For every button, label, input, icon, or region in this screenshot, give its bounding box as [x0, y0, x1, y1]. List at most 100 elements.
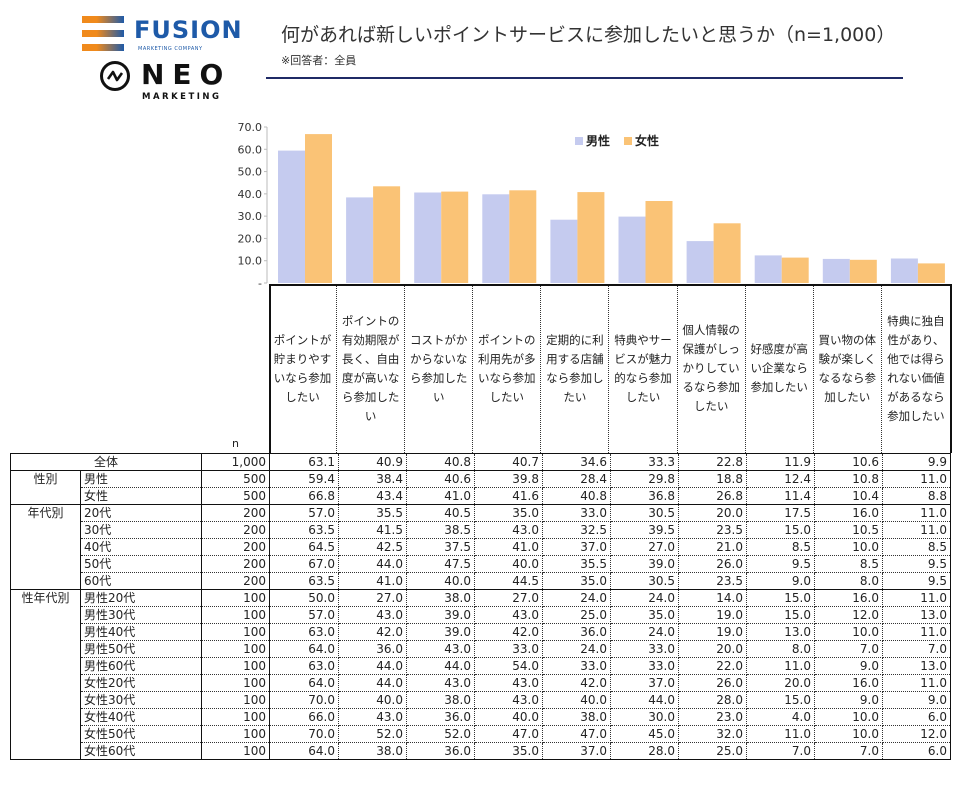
column-header: 特典に独自性があり、他では得られない価値があるなら参加したい: [887, 313, 945, 423]
row-n: 100: [201, 606, 270, 624]
cell-value: 34.6: [542, 453, 611, 471]
cell-value: 30.5: [610, 504, 679, 522]
bar-male: [618, 216, 646, 283]
column-header: 定期的に利用する店舗なら参加したい: [541, 284, 610, 453]
cell-value: 40.6: [406, 470, 475, 488]
cell-value: 8.0: [746, 640, 815, 658]
cell-value: 28.4: [542, 470, 611, 488]
cell-value: 35.5: [338, 504, 407, 522]
row-n: 200: [201, 521, 270, 539]
bar-female: [849, 259, 877, 283]
row-n: 200: [201, 504, 270, 522]
row-label: 男性30代: [80, 606, 202, 624]
legend-label-male: 男性: [586, 133, 610, 148]
page-subtitle: ※回答者：全員: [281, 54, 357, 67]
cell-value: 16.0: [814, 504, 883, 522]
cell-value: 17.5: [746, 504, 815, 522]
bar-male: [346, 197, 374, 283]
cell-value: 24.0: [542, 589, 611, 607]
cell-value: 52.0: [406, 725, 475, 743]
cell-value: 41.5: [338, 521, 407, 539]
cell-value: 11.0: [882, 470, 951, 488]
cell-value: 36.8: [610, 487, 679, 505]
cell-value: 44.0: [610, 691, 679, 709]
cell-value: 15.0: [746, 606, 815, 624]
neo-wave-icon: [100, 61, 130, 91]
neo-logo: NEO MARKETING: [100, 58, 240, 104]
fusion-logo: FUSION MARKETING COMPANY: [82, 14, 242, 54]
bars: [278, 134, 945, 283]
row-n: 100: [201, 674, 270, 692]
cell-value: 63.5: [269, 521, 339, 539]
cell-value: 54.0: [474, 657, 543, 675]
cell-value: 39.5: [610, 521, 679, 539]
cell-value: 64.5: [269, 538, 339, 556]
cell-value: 11.0: [882, 521, 951, 539]
row-label: 女性: [80, 487, 202, 505]
column-header: 買い物の体験が楽しくなるなら参加したい: [814, 284, 882, 453]
cell-value: 4.0: [746, 708, 815, 726]
cell-value: 32.0: [678, 725, 747, 743]
cell-value: 26.0: [678, 674, 747, 692]
cell-value: 30.0: [610, 708, 679, 726]
cell-value: 35.5: [542, 555, 611, 573]
cell-value: 23.0: [678, 708, 747, 726]
cell-value: 64.0: [269, 742, 339, 760]
cell-value: 11.4: [746, 487, 815, 505]
table-row: 女性40代 100 66.0 43.0 36.0 40.0 38.0 30.0 23.0 4.0 1…: [11, 708, 951, 726]
row-label: 男性20代: [80, 589, 202, 607]
cell-value: 24.0: [610, 623, 679, 641]
cell-value: 45.0: [610, 725, 679, 743]
row-label: 60代: [80, 572, 202, 590]
cell-value: 43.4: [338, 487, 407, 505]
fusion-logo-bar: [82, 44, 124, 51]
cell-value: 43.0: [474, 674, 543, 692]
bar-female: [509, 190, 537, 283]
cell-value: 38.0: [542, 708, 611, 726]
cell-value: 44.0: [338, 657, 407, 675]
cell-value: 11.0: [746, 657, 815, 675]
cell-value: 33.0: [542, 504, 611, 522]
row-label: 男性60代: [80, 657, 202, 675]
cell-value: 9.5: [882, 555, 951, 573]
cell-value: 35.0: [542, 572, 611, 590]
cell-value: 40.7: [474, 453, 543, 471]
row-n: 100: [201, 589, 270, 607]
y-tick-label: 30.0: [238, 210, 263, 223]
neo-logo-sub: MARKETING: [142, 92, 222, 102]
cell-value: 36.0: [338, 640, 407, 658]
bar-female: [441, 191, 469, 283]
cell-value: 10.8: [814, 470, 883, 488]
row-label: 男性40代: [80, 623, 202, 641]
cell-value: 33.0: [610, 640, 679, 658]
column-header: ポイントの利用先が多いなら参加したい: [473, 284, 542, 453]
cell-value: 57.0: [269, 504, 339, 522]
cell-value: 47.0: [474, 725, 543, 743]
cell-value: 42.0: [542, 674, 611, 692]
bar-female: [577, 192, 605, 283]
cell-value: 63.0: [269, 657, 339, 675]
column-header: 好感度が高い企業なら参加したい: [746, 284, 814, 453]
cell-value: 15.0: [746, 589, 815, 607]
cell-value: 35.0: [474, 742, 543, 760]
cell-value: 20.0: [678, 640, 747, 658]
cell-value: 36.0: [406, 742, 475, 760]
cell-value: 11.9: [746, 453, 815, 471]
row-n: 200: [201, 555, 270, 573]
cell-value: 44.5: [474, 572, 543, 590]
cell-value: 40.0: [474, 708, 543, 726]
cell-value: 15.0: [746, 691, 815, 709]
cell-value: 39.0: [610, 555, 679, 573]
row-label: 30代: [80, 521, 202, 539]
y-axis: - 10.0 20.0 30.0 40.0 50.0 60.0 70.0: [238, 121, 268, 290]
cell-value: 11.0: [882, 674, 951, 692]
cell-value: 25.0: [542, 606, 611, 624]
cell-value: 12.0: [814, 606, 883, 624]
row-label: 女性40代: [80, 708, 202, 726]
cell-value: 6.0: [882, 742, 951, 760]
cell-value: 35.0: [474, 504, 543, 522]
neo-logo-word: NEO: [141, 58, 232, 91]
cell-value: 67.0: [269, 555, 339, 573]
n-column-header: n: [232, 437, 239, 450]
cell-value: 44.0: [338, 555, 407, 573]
